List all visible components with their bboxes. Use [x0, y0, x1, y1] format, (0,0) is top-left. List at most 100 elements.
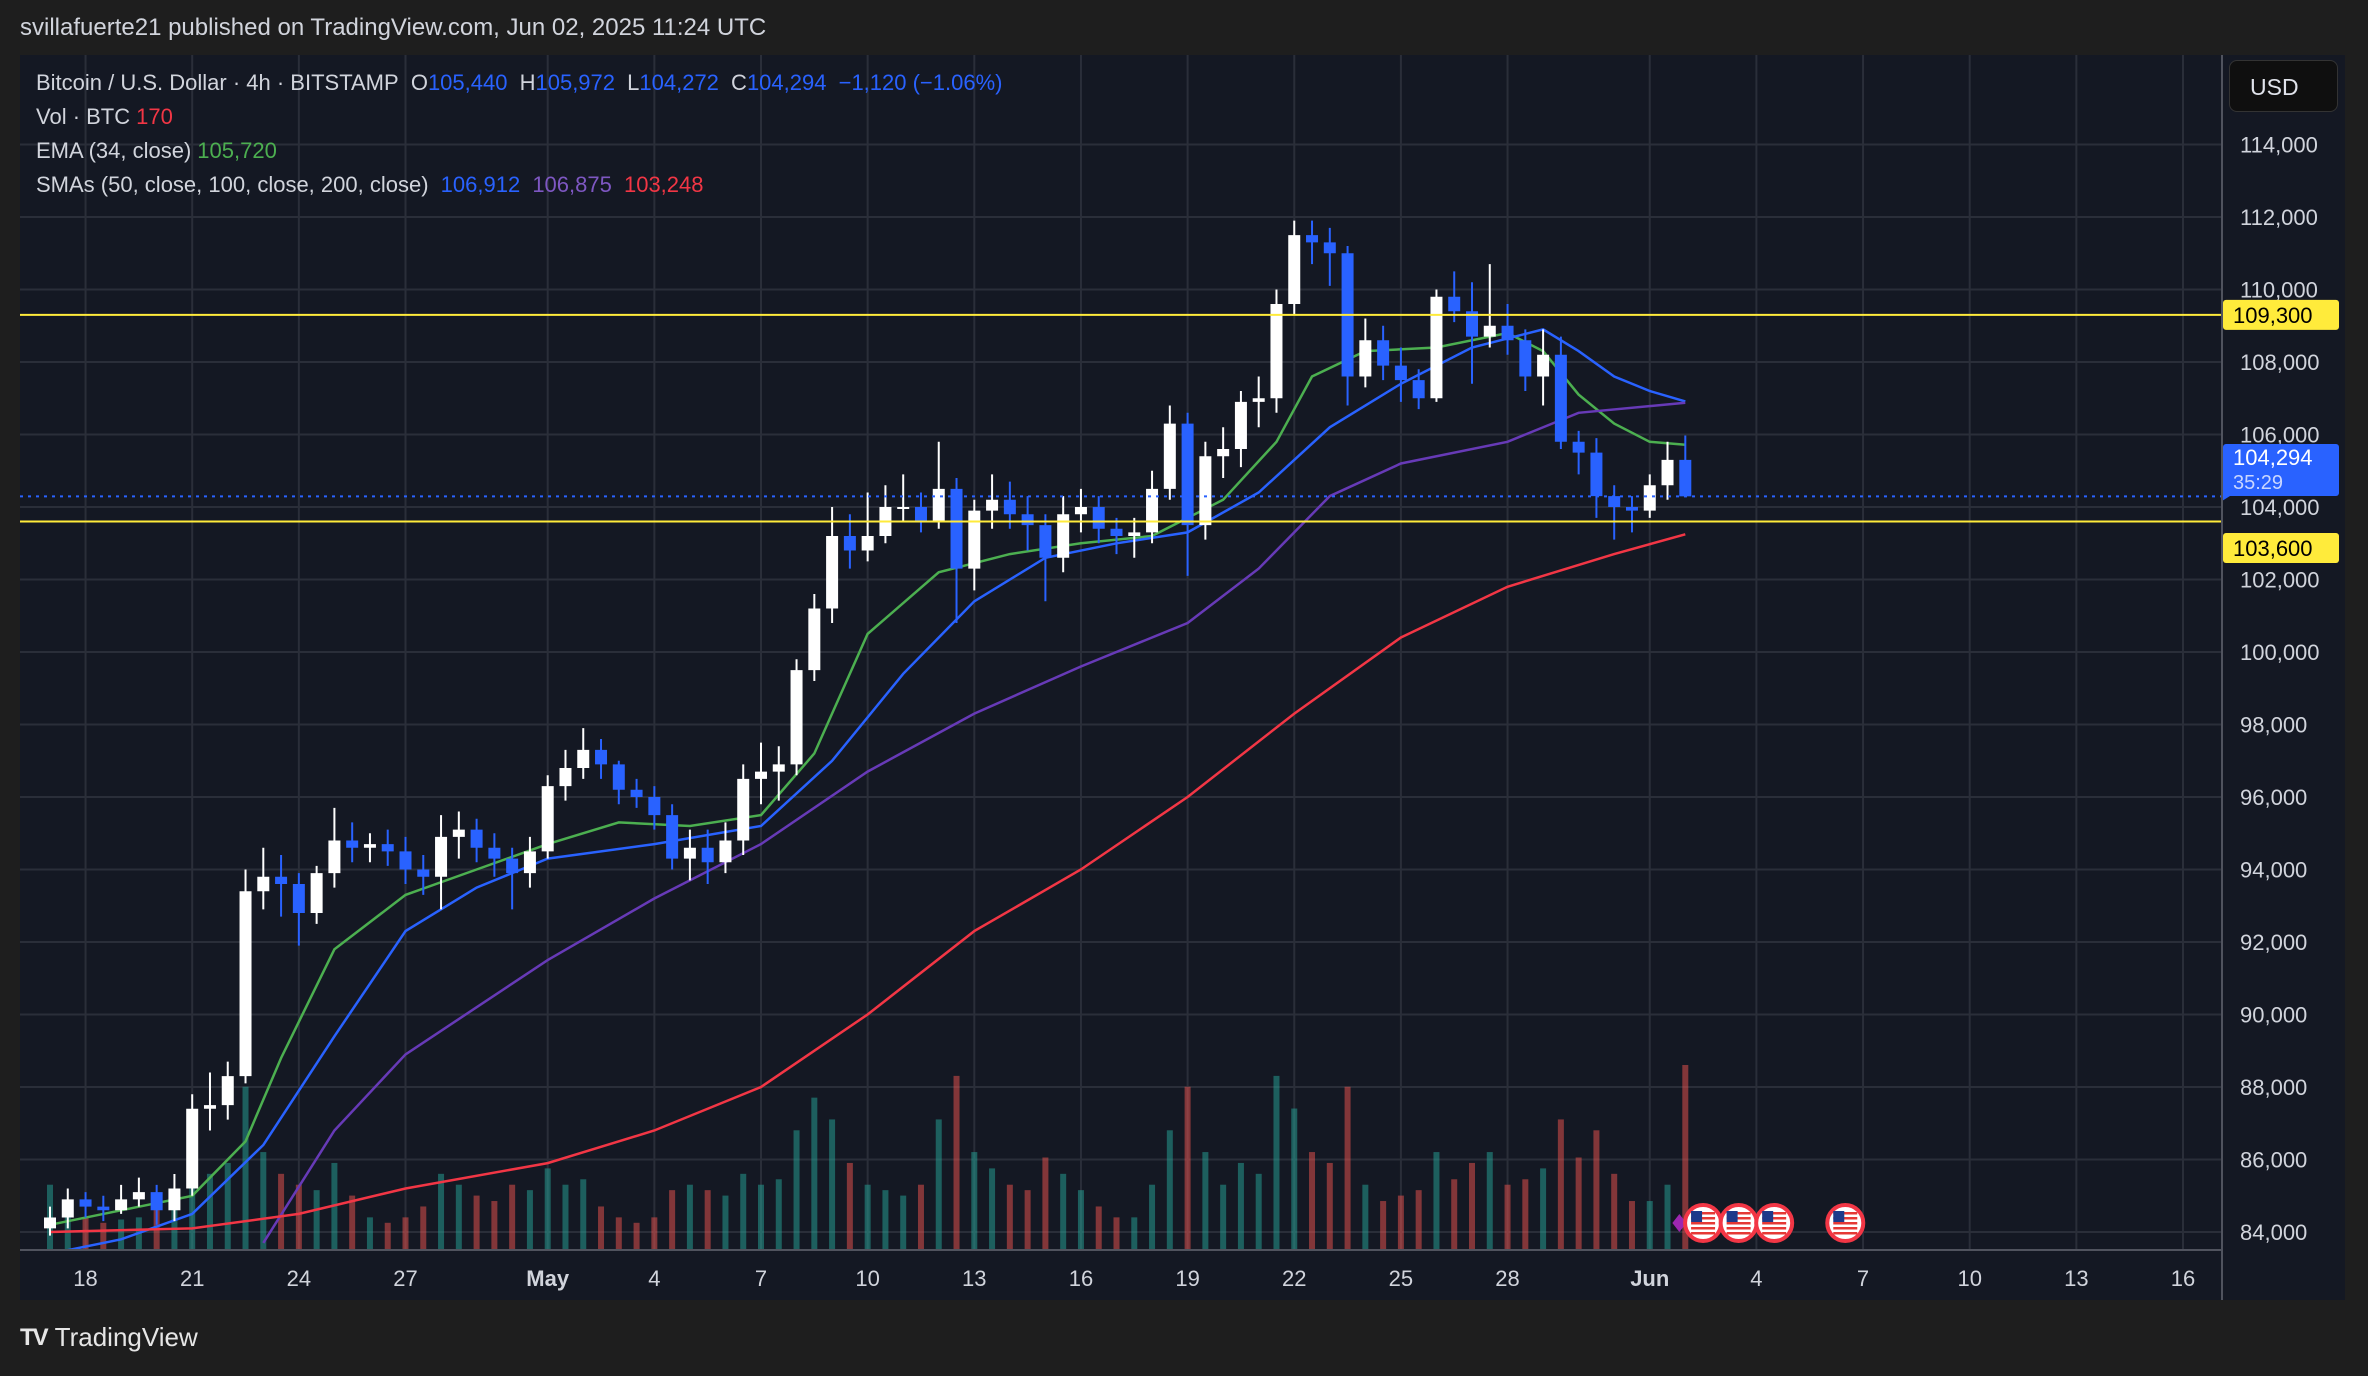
- candle-body: [1288, 235, 1301, 304]
- candle-body: [666, 815, 679, 859]
- volume-bar: [775, 1179, 782, 1250]
- volume-bar: [580, 1179, 587, 1250]
- time-axis-label: 10: [1957, 1266, 1981, 1291]
- bar-countdown-label: 35:29: [2233, 472, 2283, 494]
- time-axis-label: 22: [1282, 1266, 1306, 1291]
- volume-bar: [295, 1184, 302, 1250]
- candle-body: [239, 891, 252, 1077]
- change-value: −1,120 (−1.06%): [838, 70, 1003, 95]
- last-price-label: 104,294: [2233, 445, 2313, 470]
- volume-bar: [1166, 1130, 1173, 1250]
- price-axis-label: 102,000: [2240, 568, 2320, 593]
- us-flag-icon[interactable]: [1683, 1203, 1724, 1243]
- candle-body: [1643, 485, 1656, 511]
- volume-bar: [989, 1168, 996, 1250]
- candle-body: [986, 499, 999, 511]
- candle-body: [363, 844, 376, 848]
- volume-bar: [917, 1184, 924, 1250]
- time-axis-label: 24: [287, 1266, 311, 1291]
- flag-canton: [1762, 1211, 1774, 1222]
- price-axis-label: 106,000: [2240, 423, 2320, 448]
- volume-bar: [455, 1184, 462, 1250]
- candle-body: [488, 847, 501, 859]
- time-axis-label: 13: [2064, 1266, 2088, 1291]
- candle-body: [1537, 354, 1550, 377]
- legend-symbol-row: Bitcoin / U.S. Dollar · 4h · BITSTAMP O1…: [36, 70, 1009, 96]
- volume-bar: [633, 1222, 640, 1250]
- candle-body: [506, 858, 519, 874]
- symbol-title[interactable]: Bitcoin / U.S. Dollar · 4h · BITSTAMP: [36, 70, 399, 95]
- candle-body: [1110, 528, 1123, 536]
- last-price-pointer: [2223, 488, 2230, 501]
- candle-body: [1252, 398, 1265, 402]
- candle-body: [648, 797, 661, 816]
- currency-button[interactable]: USD: [2229, 60, 2338, 112]
- us-flag-icon[interactable]: [1754, 1203, 1795, 1243]
- time-axis-label: 19: [1175, 1266, 1199, 1291]
- candle-body: [292, 884, 305, 913]
- close-value: 104,294: [746, 70, 827, 95]
- volume-bar: [1220, 1184, 1227, 1250]
- flag-stripe: [1833, 1232, 1858, 1235]
- flag-stripe: [1726, 1222, 1751, 1225]
- flag-stripe: [1691, 1222, 1716, 1225]
- volume-bar: [758, 1184, 764, 1250]
- time-axis-label: 16: [2171, 1266, 2195, 1291]
- candle-body: [1021, 514, 1034, 526]
- volume-bar: [384, 1222, 391, 1250]
- volume-bar: [366, 1217, 373, 1250]
- candle-body: [399, 851, 412, 870]
- volume-bar: [1255, 1173, 1262, 1250]
- flag-canton: [1691, 1211, 1703, 1222]
- time-axis-label: 10: [855, 1266, 879, 1291]
- candle-body: [221, 1076, 234, 1106]
- level-price-tag: [2223, 299, 2339, 330]
- time-axis-label: 13: [962, 1266, 986, 1291]
- legend-sma-row[interactable]: SMAs (50, close, 100, close, 200, close)…: [36, 172, 710, 198]
- volume-bar: [1628, 1201, 1635, 1250]
- volume-bar: [971, 1152, 978, 1250]
- candle-body: [1163, 423, 1176, 489]
- volume-bar: [1273, 1075, 1280, 1250]
- candle-body: [826, 536, 839, 609]
- us-flag-icon[interactable]: [1718, 1203, 1759, 1243]
- flag-stripe: [1833, 1227, 1858, 1230]
- candle-body: [1377, 340, 1390, 366]
- volume-bar: [242, 1086, 249, 1250]
- level-price-tag: [2223, 533, 2339, 563]
- candle-body: [1039, 525, 1052, 558]
- candle-body: [79, 1199, 92, 1207]
- published-caption: svillafuerte21 published on TradingView.…: [20, 14, 767, 41]
- volume-bar: [793, 1130, 800, 1250]
- price-axis-label: 98,000: [2240, 713, 2307, 738]
- volume-bar: [651, 1217, 658, 1250]
- plot-layer: [44, 220, 1692, 1250]
- candle-body: [1074, 507, 1087, 515]
- price-axis-label: 88,000: [2240, 1075, 2307, 1100]
- volume-bar: [846, 1162, 853, 1250]
- candle-body: [1057, 514, 1070, 558]
- candle-body: [683, 847, 696, 859]
- volume-bar: [1575, 1157, 1582, 1250]
- flag-stripe: [1762, 1232, 1787, 1235]
- volume-bar: [1042, 1157, 1049, 1250]
- diamond-icon: [1672, 1214, 1687, 1232]
- volume-bar: [82, 1217, 89, 1250]
- volume-bar: [1451, 1179, 1458, 1250]
- sma100-value: 106,875: [532, 172, 612, 197]
- legend-ema-row[interactable]: EMA (34, close) 105,720: [36, 138, 283, 164]
- volume-bar: [1024, 1190, 1031, 1250]
- candle-body: [541, 786, 554, 852]
- candle-body: [1217, 449, 1230, 457]
- volume-bar: [1362, 1184, 1369, 1250]
- sma-label: SMAs (50, close, 100, close, 200, close): [36, 172, 429, 197]
- volume-bar: [1344, 1086, 1351, 1250]
- legend-volume-row[interactable]: Vol · BTC 170: [36, 104, 179, 130]
- volume-bar: [526, 1190, 533, 1250]
- price-axis-label: 112,000: [2240, 205, 2318, 230]
- price-axis-label: 96,000: [2240, 785, 2307, 810]
- volume-bar: [473, 1195, 480, 1250]
- flag-stripe: [1762, 1227, 1787, 1230]
- us-flag-icon[interactable]: [1825, 1203, 1866, 1243]
